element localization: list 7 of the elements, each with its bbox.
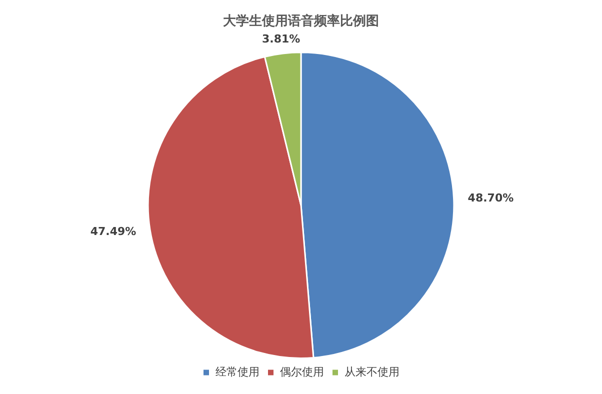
legend-label: 经常使用 xyxy=(215,365,260,378)
chart-title: 大学生使用语音频率比例图 xyxy=(223,13,379,30)
legend-label: 偶尔使用 xyxy=(280,365,324,378)
data-label: 3.81% xyxy=(262,32,300,46)
data-label: 47.49% xyxy=(90,224,136,238)
data-label: 48.70% xyxy=(468,191,514,204)
legend-label: 从来不使用 xyxy=(344,365,400,378)
